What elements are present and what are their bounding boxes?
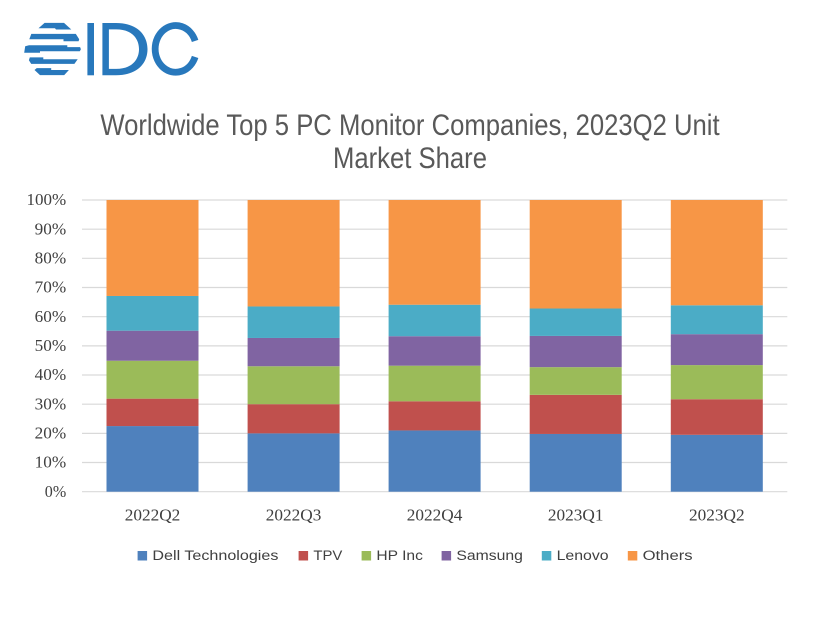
svg-text:70%: 70% [35,278,67,297]
svg-text:Lenovo: Lenovo [557,548,609,563]
svg-text:Samsung: Samsung [456,548,523,563]
svg-text:0%: 0% [45,482,66,501]
svg-text:2022Q2: 2022Q2 [125,505,181,524]
svg-text:100%: 100% [27,190,67,209]
svg-text:40%: 40% [35,365,67,384]
svg-text:30%: 30% [35,394,67,413]
svg-text:60%: 60% [35,307,67,326]
svg-text:TPV: TPV [313,548,342,563]
svg-text:2022Q3: 2022Q3 [266,505,322,524]
svg-text:Others: Others [643,548,693,563]
svg-text:2023Q1: 2023Q1 [548,505,604,524]
svg-text:90%: 90% [35,219,67,238]
svg-text:20%: 20% [35,424,67,443]
svg-text:50%: 50% [35,336,67,355]
svg-text:10%: 10% [35,453,67,472]
svg-text:2022Q4: 2022Q4 [407,505,463,524]
svg-text:2023Q2: 2023Q2 [689,505,745,524]
svg-text:Dell Technologies: Dell Technologies [152,548,278,563]
svg-text:HP Inc: HP Inc [376,548,423,563]
svg-text:80%: 80% [35,249,67,268]
